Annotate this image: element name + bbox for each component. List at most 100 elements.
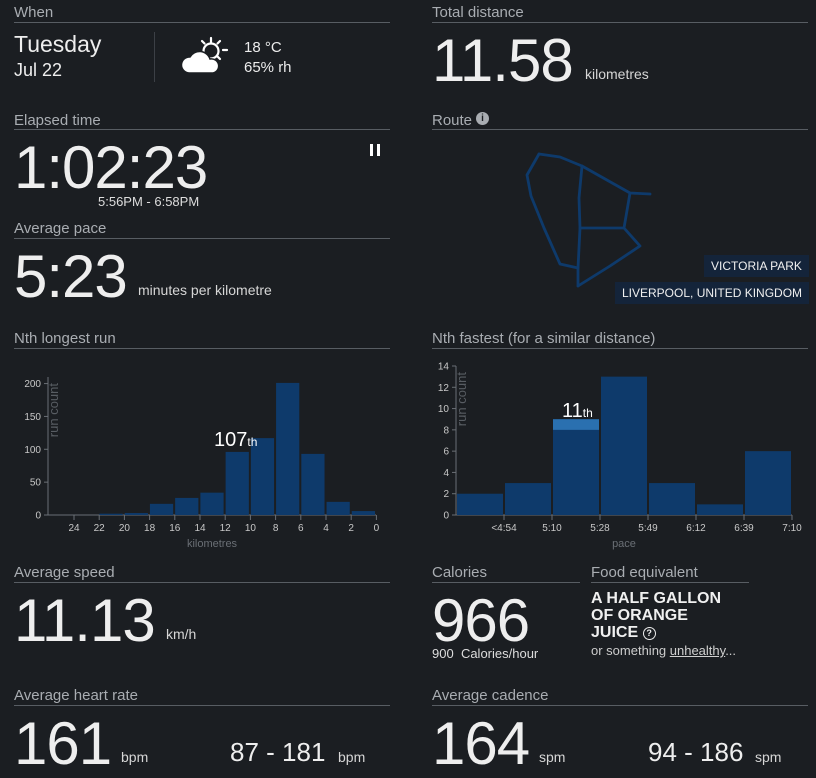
calories-rate: 900 Calories/hour [432, 646, 538, 661]
histogram-bar [301, 453, 325, 515]
x-axis-label: kilometres [187, 538, 238, 550]
histogram-bar [351, 511, 375, 515]
cadence-range-unit: spm [755, 749, 782, 765]
food-alternative: or something unhealthy... [591, 643, 736, 658]
divider [14, 22, 390, 23]
pace-label: Average pace [14, 220, 107, 237]
divider [14, 238, 390, 239]
x-tick-label: 4 [323, 523, 329, 534]
divider [432, 705, 808, 706]
x-tick-label: 5:28 [590, 523, 610, 534]
route-label: Route [432, 112, 473, 129]
calories-rate-unit: Calories/hour [460, 646, 539, 661]
y-tick-label: 10 [438, 404, 450, 415]
fastest-rank-suffix: th [582, 406, 593, 420]
histogram-bar [601, 376, 647, 515]
y-tick-label: 12 [438, 383, 450, 394]
divider [14, 582, 390, 583]
histogram-bar [124, 513, 148, 515]
help-icon[interactable]: ? [642, 627, 656, 640]
x-axis-label: pace [612, 538, 636, 550]
elapsed-label: Elapsed time [14, 112, 101, 129]
histogram-bar [553, 419, 599, 515]
date: Jul 22 [14, 60, 63, 80]
info-icon[interactable]: i [476, 112, 489, 125]
pace-value: 5:23 [14, 243, 128, 310]
histogram-bar [250, 438, 275, 515]
y-tick-label: 50 [30, 478, 42, 489]
y-tick-label: 150 [24, 412, 41, 423]
cadence-range: 94 - 186 [648, 737, 744, 767]
food-label: Food equivalent [591, 564, 698, 581]
food-line-3: JUICE ? [591, 624, 721, 641]
y-tick-label: 8 [443, 425, 449, 436]
heart-rate-range-unit: bpm [338, 749, 366, 765]
longest-rank-suffix: th [247, 435, 258, 449]
histogram-bar [175, 497, 199, 515]
heart-rate-range: 87 - 181 [230, 737, 326, 767]
weather-partly-cloudy-icon [180, 36, 229, 83]
histogram-bar [149, 503, 174, 515]
weekday: Tuesday [14, 31, 102, 57]
x-tick-label: 5:10 [542, 523, 562, 534]
cadence-value: 164 [432, 710, 530, 777]
calories-rate-value: 900 [432, 646, 454, 661]
y-axis-label: run count [454, 372, 469, 427]
x-tick-label: 20 [119, 523, 131, 534]
calories-label: Calories [432, 564, 488, 581]
pause-icon[interactable] [370, 144, 373, 156]
fastest-rank-number: 11 [562, 400, 583, 422]
longest-rank-label: 107th [214, 429, 257, 452]
y-tick-label: 100 [24, 445, 41, 456]
speed-label: Average speed [14, 564, 115, 581]
food-equivalent-text: A HALF GALLON OF ORANGE JUICE ? [591, 590, 721, 641]
divider [432, 129, 808, 130]
calories-value: 966 [432, 587, 530, 654]
food-line-2: OF ORANGE [591, 607, 688, 624]
elapsed-value: 1:02:23 [14, 134, 208, 201]
food-sub-suffix: ... [725, 643, 737, 658]
heart-rate-value: 161 [14, 710, 112, 777]
humidity: 65% rh [244, 59, 292, 76]
divider [432, 582, 580, 583]
highlight-segment [553, 419, 599, 430]
x-tick-label: 6:39 [734, 523, 754, 534]
temperature: 18 °C [244, 39, 282, 56]
food-line-1: A HALF GALLON [591, 590, 722, 607]
unhealthy-link[interactable]: unhealthy [669, 643, 726, 658]
x-tick-label: 10 [245, 523, 257, 534]
nth-longest-label: Nth longest run [14, 330, 116, 347]
divider [432, 348, 808, 349]
y-axis-label: run count [46, 383, 61, 438]
histogram-bar [457, 493, 503, 515]
speed-value: 11.13 [14, 587, 156, 654]
divider-vertical [154, 32, 155, 82]
histogram-bar [505, 483, 551, 515]
y-tick-label: 14 [438, 362, 450, 373]
pause-icon-bar[interactable] [377, 144, 380, 156]
x-tick-label: 6:12 [686, 523, 706, 534]
y-tick-label: 4 [443, 468, 449, 479]
x-tick-label: 22 [94, 523, 106, 534]
heart-rate-label: Average heart rate [14, 687, 138, 704]
nth-fastest-chart: 0 2 4 6 8 10 12 14 run count <4:54 5:10 5:28 5:49 6:1… [438, 362, 802, 551]
y-tick-label: 0 [35, 511, 41, 522]
y-tick-label: 6 [443, 447, 449, 458]
x-tick-label: 24 [68, 523, 80, 534]
histogram-bar [649, 483, 695, 515]
x-tick-label: 12 [220, 523, 232, 534]
heart-rate-unit: bpm [121, 749, 149, 765]
x-tick-label: 5:49 [638, 523, 658, 534]
route-city-tag: LIVERPOOL, UNITED KINGDOM [615, 282, 810, 304]
histogram-bar [745, 451, 791, 515]
when-label: When [14, 4, 54, 21]
divider [14, 129, 390, 130]
fastest-rank-label: 11th [562, 400, 593, 423]
pace-unit: minutes per kilometre [138, 282, 272, 298]
route-map[interactable] [520, 148, 660, 299]
cadence-unit: spm [539, 749, 566, 765]
divider [14, 705, 390, 706]
x-tick-label: 8 [273, 523, 279, 534]
histogram-bar [326, 501, 350, 515]
